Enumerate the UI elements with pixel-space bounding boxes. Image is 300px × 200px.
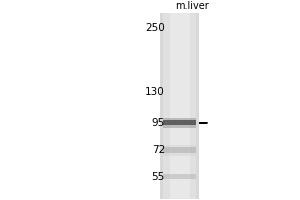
Bar xyxy=(164,145,196,147)
Bar xyxy=(164,118,196,120)
Bar xyxy=(164,120,196,125)
Text: 55: 55 xyxy=(152,172,165,182)
Bar xyxy=(164,125,196,128)
Bar xyxy=(164,13,196,199)
Text: 95: 95 xyxy=(152,118,165,128)
Text: 130: 130 xyxy=(145,87,165,97)
Text: m.liver: m.liver xyxy=(175,1,208,11)
Text: 250: 250 xyxy=(145,23,165,33)
Bar xyxy=(170,13,190,199)
Bar xyxy=(160,13,199,199)
Text: 72: 72 xyxy=(152,145,165,155)
Bar xyxy=(164,147,196,153)
Bar xyxy=(164,153,196,156)
Bar xyxy=(164,174,196,179)
